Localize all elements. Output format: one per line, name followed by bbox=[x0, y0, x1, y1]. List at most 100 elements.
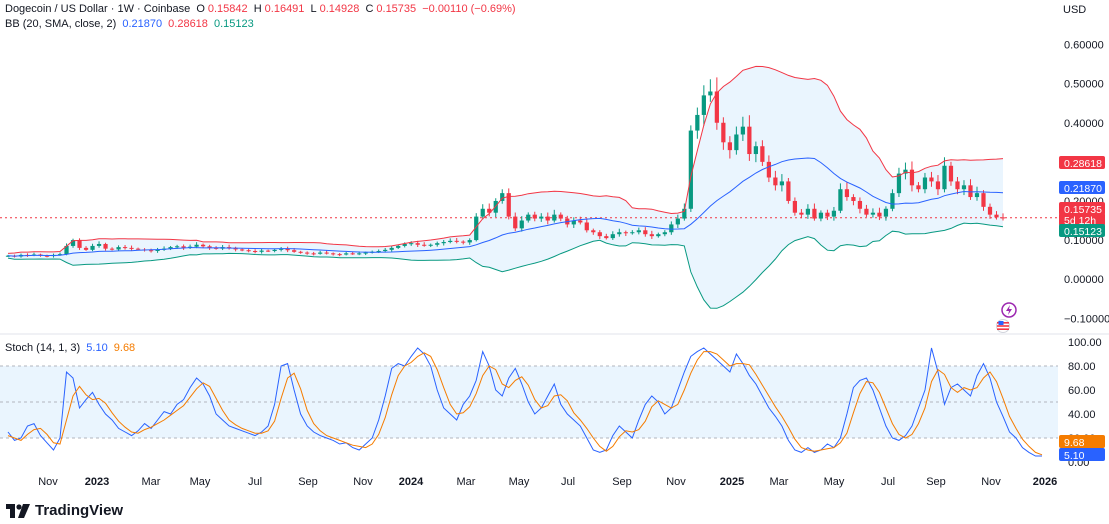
stoch-pane[interactable] bbox=[0, 347, 1058, 457]
bb-lower-value: 0.15123 bbox=[213, 18, 254, 30]
candle-body bbox=[799, 212, 804, 215]
candle-body bbox=[844, 189, 850, 198]
alert-icon[interactable] bbox=[1001, 302, 1017, 318]
bb-legend[interactable]: BB (20, SMA, close, 2) 0.21870 0.28618 0… bbox=[5, 17, 257, 31]
candle-body bbox=[805, 208, 811, 215]
time-tick-label: Mar bbox=[457, 476, 476, 488]
candle-body bbox=[422, 244, 427, 246]
candle-body bbox=[968, 185, 973, 198]
time-tick-label: Jul bbox=[561, 476, 575, 488]
candle-body bbox=[955, 181, 960, 190]
stoch-label[interactable]: Stoch (14, 1, 3) bbox=[5, 342, 81, 354]
candle-body bbox=[740, 126, 745, 135]
time-tick-label: May bbox=[190, 476, 211, 488]
time-tick-label: 2025 bbox=[720, 476, 744, 488]
candle-body bbox=[922, 177, 928, 190]
bb-band-fill bbox=[8, 66, 1003, 309]
time-tick-label: 2026 bbox=[1033, 476, 1057, 488]
bb-upper-value: 0.28618 bbox=[168, 18, 208, 30]
bb-basis-line bbox=[7, 157, 1004, 257]
candle-body bbox=[727, 142, 732, 151]
candle-body bbox=[948, 165, 954, 182]
ohlc-high-key: H bbox=[253, 3, 262, 15]
candle-body bbox=[857, 200, 863, 209]
candle-body bbox=[747, 126, 752, 155]
bb-label[interactable]: BB (20, SMA, close, 2) bbox=[5, 18, 117, 30]
candle-body bbox=[135, 248, 141, 250]
candle-body bbox=[929, 177, 934, 182]
candle-body bbox=[415, 243, 420, 245]
candle-body bbox=[818, 212, 824, 219]
candle-body bbox=[311, 253, 316, 255]
ohlc-low-key: L bbox=[310, 3, 317, 15]
usa-flag-icon[interactable] bbox=[996, 319, 1010, 333]
candle-body bbox=[896, 173, 902, 194]
candle-body bbox=[630, 232, 635, 234]
candle-body bbox=[597, 232, 602, 237]
price-pane[interactable] bbox=[0, 65, 1058, 309]
candle-body bbox=[838, 189, 843, 211]
candle-body bbox=[350, 253, 355, 255]
time-tick-label: Nov bbox=[666, 476, 686, 488]
candle-body bbox=[409, 243, 414, 245]
candle-body bbox=[331, 253, 336, 255]
candle-body bbox=[708, 91, 713, 96]
bb-upper-badge: 0.28618 bbox=[1059, 156, 1105, 170]
time-tick-label: Mar bbox=[770, 476, 789, 488]
bb-lower-line bbox=[7, 222, 1004, 309]
ohlc-close-key: C bbox=[365, 3, 374, 15]
candle-body bbox=[259, 250, 264, 252]
candle-body bbox=[558, 214, 563, 219]
candle-body bbox=[545, 216, 550, 221]
candle-body bbox=[916, 185, 921, 190]
candle-body bbox=[584, 222, 589, 231]
candle-body bbox=[174, 246, 180, 248]
time-tick-label: Mar bbox=[142, 476, 161, 488]
candlestick-series bbox=[5, 77, 1006, 258]
candle-body bbox=[266, 250, 271, 252]
candle-body bbox=[200, 244, 206, 247]
tradingview-logo[interactable]: TradingView bbox=[6, 502, 123, 519]
stoch-legend[interactable]: Stoch (14, 1, 3) 5.10 9.68 bbox=[5, 341, 138, 355]
price-tick-label: 0.50000 bbox=[1064, 79, 1104, 91]
time-axis[interactable]: Nov 2023 Mar May Jul Sep Nov 2024 Mar May Jul Sep No… bbox=[38, 476, 1057, 488]
stoch-d-value: 9.68 bbox=[113, 342, 136, 354]
svg-text:0.21870: 0.21870 bbox=[1064, 183, 1102, 195]
candle-body bbox=[83, 247, 89, 250]
time-tick-label: 2024 bbox=[399, 476, 424, 488]
candle-body bbox=[467, 240, 472, 243]
candle-body bbox=[5, 255, 11, 257]
symbol-title[interactable]: Dogecoin / US Dollar · 1W · Coinbase bbox=[5, 3, 191, 15]
candle-body bbox=[253, 251, 258, 253]
candle-body bbox=[987, 206, 993, 215]
stoch-k-badge: 5.10 bbox=[1059, 448, 1105, 462]
stoch-tick-label: 60.00 bbox=[1068, 385, 1096, 397]
candle-body bbox=[357, 253, 362, 255]
candle-body bbox=[1000, 217, 1006, 219]
symbol-legend[interactable]: Dogecoin / US Dollar · 1W · Coinbase O 0.… bbox=[5, 2, 519, 16]
currency-label[interactable]: USD bbox=[1063, 4, 1087, 16]
candle-body bbox=[213, 247, 219, 249]
candle-body bbox=[636, 230, 641, 233]
time-tick-label: May bbox=[824, 476, 845, 488]
candle-body bbox=[851, 197, 856, 201]
candle-body bbox=[337, 254, 342, 256]
candle-body bbox=[701, 95, 706, 115]
candle-body bbox=[44, 255, 50, 257]
svg-text:9.68: 9.68 bbox=[1064, 437, 1085, 449]
candle-body bbox=[396, 245, 401, 248]
candle-body bbox=[305, 252, 310, 254]
candle-body bbox=[643, 230, 648, 235]
candle-body bbox=[155, 249, 160, 252]
candle-body bbox=[870, 212, 876, 215]
candle-body bbox=[877, 212, 882, 217]
candle-body bbox=[773, 177, 778, 186]
candle-body bbox=[623, 232, 628, 234]
candle-body bbox=[363, 252, 368, 254]
ohlc-high-value: 0.16491 bbox=[264, 3, 305, 15]
candle-body bbox=[779, 181, 785, 186]
candle-body bbox=[96, 243, 102, 246]
candle-body bbox=[552, 214, 557, 221]
